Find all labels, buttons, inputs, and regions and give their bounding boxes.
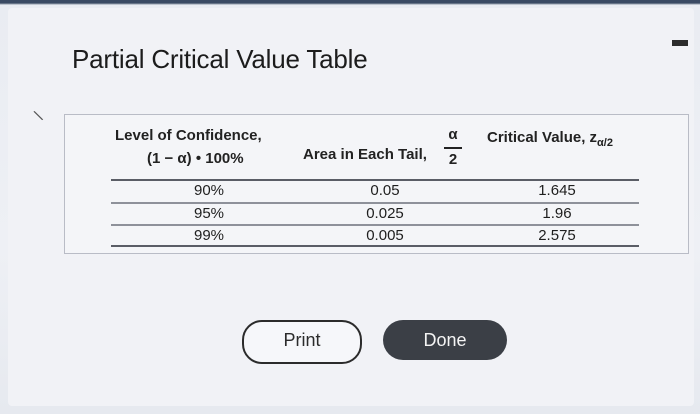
fraction-denominator: 2 bbox=[448, 150, 458, 168]
header-level-line2: (1 − α) • 100% bbox=[147, 150, 244, 167]
page-title: Partial Critical Value Table bbox=[72, 44, 368, 74]
header-critical-value-text: Critical Value, z bbox=[487, 129, 598, 146]
cell-area: 0.005 bbox=[366, 227, 404, 244]
row-divider bbox=[111, 224, 639, 226]
cell-critical-value: 1.96 bbox=[542, 205, 572, 222]
header-critical-value: Critical Value, zα/2 bbox=[487, 129, 613, 149]
header-divider bbox=[111, 179, 639, 181]
critical-value-table: Level of Confidence, (1 − α) • 100% Area… bbox=[64, 114, 689, 254]
header-level-line1: Level of Confidence, bbox=[115, 127, 262, 144]
print-button[interactable]: Print bbox=[242, 320, 362, 364]
cell-critical-value: 2.575 bbox=[538, 227, 576, 244]
row-divider bbox=[111, 202, 639, 204]
cell-critical-value: 1.645 bbox=[538, 182, 576, 199]
alpha-over-two-fraction: α 2 bbox=[443, 125, 463, 169]
minimize-icon[interactable] bbox=[672, 40, 688, 46]
header-area: Area in Each Tail, bbox=[303, 146, 427, 163]
done-button[interactable]: Done bbox=[383, 320, 507, 360]
cell-area: 0.025 bbox=[366, 205, 404, 222]
table-bottom-rule bbox=[111, 245, 639, 247]
header-critical-value-subscript: α/2 bbox=[597, 137, 613, 149]
fraction-numerator: α bbox=[448, 126, 458, 143]
cell-level: 99% bbox=[193, 227, 225, 244]
cell-level: 90% bbox=[193, 182, 225, 199]
cell-level: 95% bbox=[193, 205, 225, 222]
cell-area: 0.05 bbox=[370, 182, 400, 199]
fraction-bar bbox=[444, 147, 462, 149]
